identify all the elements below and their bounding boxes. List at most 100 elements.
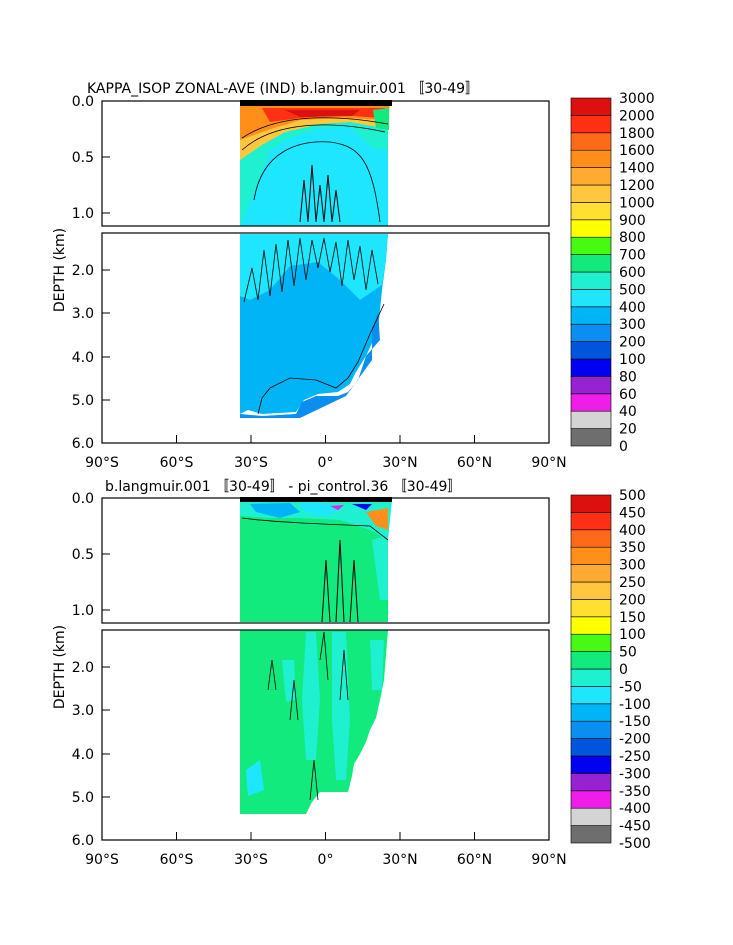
panel-1-colorbar-label: 500	[619, 282, 646, 298]
panel-2-ytick-label: 2.0	[72, 660, 94, 676]
colorbar-swatch	[570, 529, 612, 548]
panel-1-colorbar-label: 200	[619, 335, 646, 351]
panel-2-colorbar-label: 50	[619, 645, 637, 661]
panel-1-colorbar-label: 80	[619, 369, 637, 385]
colorbar-swatch	[570, 358, 612, 377]
panel-1-colorbar-label: 60	[619, 387, 637, 403]
panel-1-xtick-label: 30°S	[234, 455, 268, 471]
colorbar-swatch	[570, 323, 612, 342]
colorbar-swatch	[570, 633, 612, 652]
colorbar-swatch	[570, 773, 612, 792]
panel-2-xtick-label: 0°	[318, 852, 334, 868]
panel-1-ytick-label: 2.0	[72, 263, 94, 279]
panel-2-colorbar-label: -200	[619, 732, 651, 748]
colorbar-swatch	[570, 494, 612, 513]
colorbar-swatch	[570, 202, 612, 221]
panel-2-colorbar-label: 100	[619, 627, 646, 643]
panel-1-y-axis: 0.0 0.5 1.0 2.0 3.0 4.0 5.0 6.0 DEPTH (k…	[52, 94, 110, 452]
panel-1-colorbar-label: 1000	[619, 195, 655, 211]
panel-1-colorbar-label: 1400	[619, 161, 655, 177]
panel-2-title: b.langmuir.001 〚30-49〛 - pi_control.36 〚…	[105, 479, 461, 495]
panel-1-colorbar-label: 100	[619, 352, 646, 368]
colorbar-swatch	[570, 651, 612, 670]
panel-2-ytick-label: 5.0	[72, 790, 94, 806]
panel-2-x-axis: 90°S 60°S 30°S 0° 30°N 60°N 90°N	[85, 832, 567, 868]
colorbar-swatch	[570, 289, 612, 308]
panel-1-ytick-label: 3.0	[72, 306, 94, 322]
colorbar-swatch	[570, 720, 612, 739]
colorbar-swatch	[570, 236, 612, 255]
panel-1-xtick-label: 30°N	[382, 455, 417, 471]
panel-2-xtick-label: 60°S	[160, 852, 194, 868]
panel-2-ytick-label: 6.0	[72, 833, 94, 849]
panel-2-ytick-label: 1.0	[72, 603, 94, 619]
colorbar-swatch	[570, 271, 612, 290]
colorbar-swatch	[570, 97, 612, 116]
panel-1-colorbar-label: 400	[619, 300, 646, 316]
panel-1-ytick-label: 0.5	[72, 150, 94, 166]
panel-1-colorbar-label: 2000	[619, 108, 655, 124]
panel-2-colorbar-label: -300	[619, 766, 651, 782]
panel-1-ytick-label: 6.0	[72, 436, 94, 452]
panel-2-xtick-label: 30°N	[382, 852, 417, 868]
panel-1-colorbar-label: 900	[619, 213, 646, 229]
colorbar-swatch	[570, 149, 612, 168]
colorbar-swatch	[570, 115, 612, 134]
panel-1-colorbar-label: 300	[619, 317, 646, 333]
panel-2-xtick-label: 90°S	[85, 852, 119, 868]
panel-2-colorbar-label: -150	[619, 714, 651, 730]
panel-2-lower-field	[240, 630, 388, 814]
colorbar-swatch	[570, 599, 612, 618]
panel-2-colorbar-label: 300	[619, 558, 646, 574]
panel-1-xtick-label: 60°S	[160, 455, 194, 471]
colorbar-swatch	[570, 738, 612, 757]
panel-1-upper-field	[240, 100, 392, 226]
colorbar-swatch	[570, 546, 612, 565]
colorbar-swatch	[570, 703, 612, 722]
panel-2-colorbar-label: -50	[619, 679, 642, 695]
panel-1-colorbar-label: 1200	[619, 178, 655, 194]
panel-2-ytick-label: 0.0	[72, 491, 94, 507]
panel-2-colorbar-label: -400	[619, 801, 651, 817]
colorbar-swatch	[570, 410, 612, 429]
colorbar-swatch	[570, 341, 612, 360]
panel-2-ytick-label: 0.5	[72, 547, 94, 563]
panel-1-xtick-label: 0°	[318, 455, 334, 471]
colorbar-swatch	[570, 393, 612, 412]
panel-2-colorbar-label: -250	[619, 749, 651, 765]
panel-1-colorbar-label: 20	[619, 422, 637, 438]
panel-1-ytick-label: 1.0	[72, 206, 94, 222]
colorbar-swatch	[570, 807, 612, 826]
colorbar-swatch	[570, 564, 612, 583]
panel-1-ytick-label: 5.0	[72, 393, 94, 409]
colorbar-swatch	[570, 755, 612, 774]
panel-1-colorbar-label: 1600	[619, 143, 655, 159]
colorbar-swatch	[570, 376, 612, 395]
panel-2-colorbar-label: -450	[619, 819, 651, 835]
colorbar-swatch	[570, 184, 612, 203]
panel-1-colorbar-label: 1800	[619, 126, 655, 142]
panel-2-colorbar-label: 200	[619, 592, 646, 608]
panel-2-colorbar-label: 500	[619, 488, 646, 504]
colorbar-swatch	[570, 428, 612, 447]
panel-1-xtick-label: 90°N	[531, 455, 566, 471]
panel-1-colorbar-label: 700	[619, 248, 646, 264]
colorbar-swatch	[570, 686, 612, 705]
panel-1-xtick-label: 60°N	[457, 455, 492, 471]
panel-2-colorbar-label: 400	[619, 523, 646, 539]
colorbar-swatch	[570, 825, 612, 844]
panel-2-ytick-label: 3.0	[72, 703, 94, 719]
panel-1-title: KAPPA_ISOP ZONAL-AVE (IND) b.langmuir.00…	[87, 81, 479, 97]
panel-2-colorbar-label: -350	[619, 784, 651, 800]
panel-1-ytick-label: 0.0	[72, 94, 94, 110]
colorbar-swatch	[570, 581, 612, 600]
panel-1-lower-field	[240, 234, 388, 418]
panel-2-y-axis-label: DEPTH (km)	[52, 625, 68, 709]
panel-2-colorbar: -500-450-400-350-300-250-200-150-100-500…	[570, 488, 651, 852]
panel-2-xtick-label: 30°S	[234, 852, 268, 868]
panel-2-upper-field	[240, 497, 392, 623]
panel-2-colorbar-label: -100	[619, 697, 651, 713]
colorbar-swatch	[570, 132, 612, 151]
